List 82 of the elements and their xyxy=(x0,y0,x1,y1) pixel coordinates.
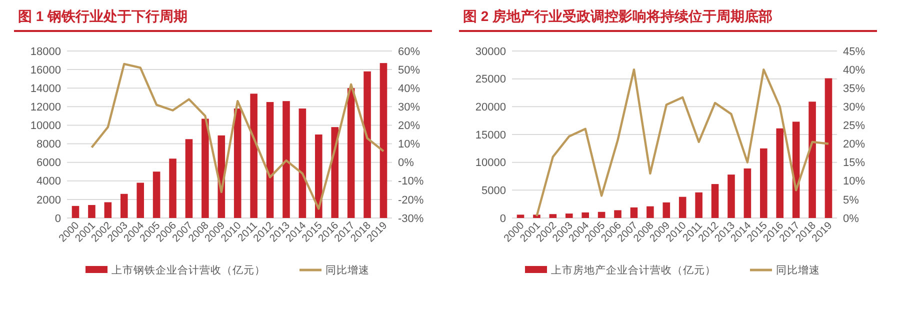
y-tick-label: 8000 xyxy=(36,138,61,151)
bar xyxy=(646,206,654,218)
bar xyxy=(315,134,322,218)
bar xyxy=(104,202,112,218)
legend-label: 上市房地产企业合计营收（亿元） xyxy=(551,264,716,277)
bar xyxy=(380,63,388,218)
y-tick-label: 15000 xyxy=(475,129,506,142)
y2-tick-label: 20% xyxy=(398,120,420,132)
bar xyxy=(185,139,193,218)
y-tick-label: 5000 xyxy=(482,185,506,198)
y-tick-label: 16000 xyxy=(30,64,61,76)
y-tick-label: 0 xyxy=(500,212,506,225)
bar xyxy=(808,102,816,218)
bar xyxy=(364,71,371,218)
bar xyxy=(695,192,702,218)
bar xyxy=(282,101,290,218)
y2-tick-label: 40% xyxy=(843,64,866,76)
bar xyxy=(614,210,622,218)
y2-tick-label: 15% xyxy=(843,157,866,170)
y-tick-label: 18000 xyxy=(30,46,61,58)
bar xyxy=(331,127,339,218)
bar xyxy=(630,207,638,218)
y2-tick-label: -20% xyxy=(398,194,424,206)
bar xyxy=(565,214,573,218)
y2-tick-label: 45% xyxy=(843,46,866,58)
bar xyxy=(728,174,735,218)
y2-tick-label: 60% xyxy=(398,46,420,58)
chart-title: 图 1 钢铁行业处于下行周期 xyxy=(18,8,188,24)
y2-tick-label: 30% xyxy=(398,102,420,114)
bar xyxy=(516,214,524,218)
bar xyxy=(202,118,209,218)
line-series xyxy=(536,68,830,218)
y-tick-label: 2000 xyxy=(36,194,61,206)
y2-tick-label: 0% xyxy=(843,212,860,225)
bar xyxy=(662,202,670,218)
legend-label: 上市钢铁企业合计营收（亿元） xyxy=(112,264,266,277)
y-tick-label: 6000 xyxy=(36,157,61,170)
bar xyxy=(152,172,160,218)
y2-tick-label: 35% xyxy=(843,82,866,95)
bar xyxy=(776,128,784,218)
bar xyxy=(120,194,128,218)
y2-tick-label: 10% xyxy=(843,176,866,188)
y2-tick-label: 30% xyxy=(843,102,866,114)
bar xyxy=(136,182,144,218)
y2-tick-label: 40% xyxy=(398,82,420,95)
bar xyxy=(347,88,355,218)
y-tick-label: 12000 xyxy=(30,102,61,114)
y-tick-label: 25000 xyxy=(475,74,506,86)
bar xyxy=(72,206,80,218)
bar xyxy=(824,78,832,218)
bar xyxy=(744,168,752,218)
bar xyxy=(582,212,589,218)
bar xyxy=(88,205,96,218)
bar xyxy=(549,214,557,218)
legend-label: 同比增速 xyxy=(326,264,370,277)
bar xyxy=(250,94,258,218)
y2-tick-label: 10% xyxy=(398,138,420,151)
y2-tick-label: 20% xyxy=(843,138,866,151)
y-tick-label: 10000 xyxy=(475,157,506,170)
bar xyxy=(298,108,306,218)
y2-tick-label: 25% xyxy=(843,120,866,132)
bar xyxy=(760,148,768,218)
bar xyxy=(169,158,176,218)
y-tick-label: 10000 xyxy=(30,120,61,132)
bar xyxy=(234,108,242,218)
y-tick-label: 20000 xyxy=(475,102,506,114)
chart-title: 图 2 房地产行业受政调控影响将持续位于周期底部 xyxy=(463,8,773,24)
bar xyxy=(678,196,686,218)
y-tick-label: 4000 xyxy=(36,176,61,188)
y2-tick-label: -10% xyxy=(398,176,424,188)
y-tick-label: 0 xyxy=(54,212,61,225)
y-tick-label: 14000 xyxy=(30,82,61,95)
bar xyxy=(711,184,719,218)
y2-tick-label: 50% xyxy=(398,64,420,76)
y2-tick-label: 0% xyxy=(398,157,414,170)
y2-tick-label: 5% xyxy=(843,194,860,206)
legend-label: 同比增速 xyxy=(776,264,820,277)
bar xyxy=(266,102,274,218)
y2-tick-label: -30% xyxy=(398,212,424,225)
bar xyxy=(598,212,606,218)
y-tick-label: 30000 xyxy=(475,46,506,58)
line-series xyxy=(90,62,385,210)
